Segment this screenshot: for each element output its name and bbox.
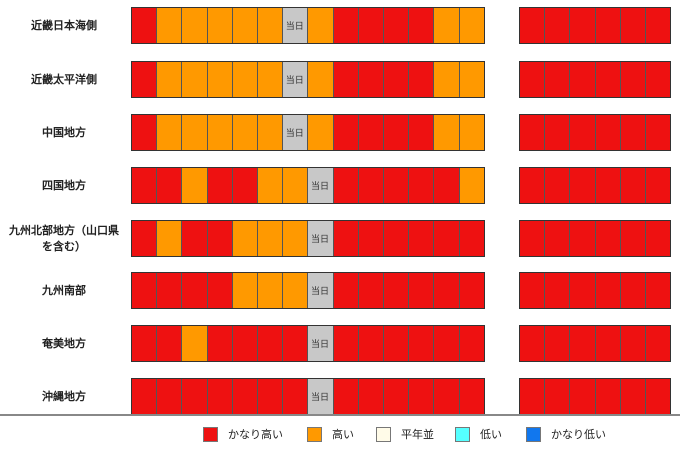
forecast-cell <box>332 167 359 204</box>
legend-swatch <box>203 426 218 442</box>
forecast-cell <box>206 378 233 415</box>
forecast-cell-extended <box>619 272 646 309</box>
today-label: 当日 <box>285 76 304 86</box>
region-label: 九州南部 <box>42 283 86 297</box>
row-frame-extended <box>519 61 672 98</box>
forecast-cell <box>458 7 485 44</box>
legend-label: かなり高い <box>228 428 283 441</box>
forecast-cell <box>257 378 284 415</box>
today-label: 当日 <box>310 287 329 297</box>
legend-label: 平年並 <box>401 428 434 441</box>
row-frame-extended <box>519 114 672 151</box>
row-frame <box>131 272 485 309</box>
row-frame <box>131 325 485 362</box>
region-label: 近畿日本海側 <box>31 18 97 32</box>
forecast-cell-extended <box>594 7 621 44</box>
forecast-cell <box>156 167 183 204</box>
forecast-cell <box>433 114 460 151</box>
row-frame <box>131 114 485 151</box>
forecast-cell <box>433 220 460 257</box>
legend-swatch <box>376 426 391 442</box>
forecast-cell <box>357 61 384 98</box>
today-label: 当日 <box>310 340 329 350</box>
legend-swatch <box>526 426 541 442</box>
legend-label: かなり低い <box>551 428 606 441</box>
forecast-cell <box>357 272 384 309</box>
row-frame <box>131 167 485 204</box>
legend-item-high: 高い <box>307 426 354 442</box>
forecast-cell <box>231 325 258 362</box>
forecast-cell <box>181 61 208 98</box>
today-label: 当日 <box>310 235 329 245</box>
row-frame-extended <box>519 220 672 257</box>
region-label: 四国地方 <box>42 178 86 192</box>
forecast-cell <box>383 220 410 257</box>
forecast-cell-extended <box>569 114 596 151</box>
today-label: 当日 <box>285 129 304 139</box>
forecast-cell-extended <box>594 114 621 151</box>
row-frame-extended <box>519 378 672 415</box>
forecast-cell <box>383 378 410 415</box>
forecast-cell <box>357 220 384 257</box>
row-frame-extended <box>519 7 672 44</box>
legend-item-very-low: かなり低い <box>526 426 606 442</box>
row-frame <box>131 220 485 257</box>
region-label: 九州北部地方（山口県を含む） <box>9 223 119 253</box>
legend-item-very-high: かなり高い <box>203 426 283 442</box>
forecast-cell-extended <box>594 61 621 98</box>
legend-item-normal: 平年並 <box>376 426 434 442</box>
forecast-cell <box>357 325 384 362</box>
region-label: 沖縄地方 <box>42 389 86 403</box>
row-frame-extended <box>519 272 672 309</box>
legend-item-low: 低い <box>455 426 502 442</box>
forecast-cell-extended <box>569 7 596 44</box>
today-label: 当日 <box>310 182 329 192</box>
row-frame <box>131 61 485 98</box>
forecast-cell-extended <box>619 7 646 44</box>
row-frame-extended <box>519 325 672 362</box>
forecast-cell <box>332 7 359 44</box>
forecast-cell <box>383 114 410 151</box>
forecast-cell <box>206 114 233 151</box>
forecast-cell-extended <box>544 114 571 151</box>
legend-swatch <box>455 426 470 442</box>
region-label: 中国地方 <box>42 125 86 139</box>
today-label: 当日 <box>285 22 304 32</box>
legend-label: 高い <box>332 428 354 441</box>
region-label: 奄美地方 <box>42 336 86 350</box>
forecast-cell-extended <box>594 272 621 309</box>
row-frame <box>131 378 485 415</box>
region-label: 近畿太平洋側 <box>31 72 97 86</box>
row-frame <box>131 7 485 44</box>
forecast-cell <box>156 272 183 309</box>
legend-label: 低い <box>480 428 502 441</box>
forecast-cell <box>383 7 410 44</box>
today-label: 当日 <box>310 393 329 403</box>
forecast-cell <box>282 378 309 415</box>
legend: かなり高い 高い 平年並 低い かなり低い <box>0 414 680 449</box>
forecast-cell-extended <box>569 61 596 98</box>
forecast-cell <box>307 7 334 44</box>
legend-swatch <box>307 426 322 442</box>
row-frame-extended <box>519 167 672 204</box>
